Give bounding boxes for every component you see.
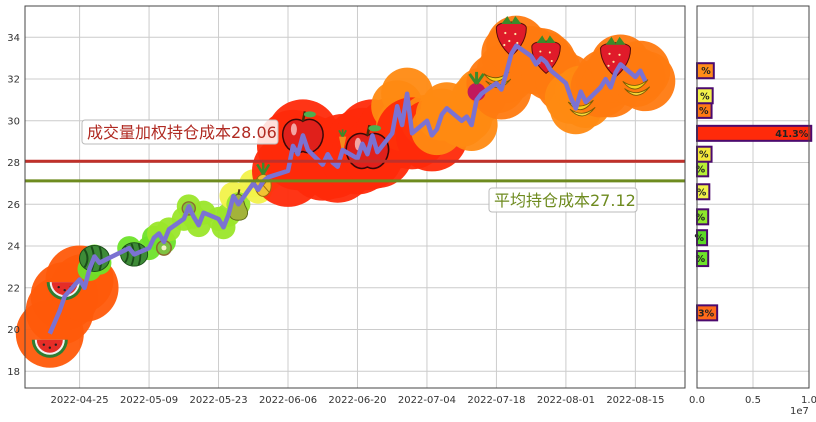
side-x-tick-label: 1.0 [801, 395, 816, 406]
side-plot-frame [696, 5, 810, 389]
reference-lines [25, 159, 685, 183]
volume-bar-label: % [697, 187, 707, 198]
weighted-cost-label: 成交量加权持仓成本28.06 [81, 119, 279, 145]
y-tick-label: 20 [7, 325, 20, 336]
y-tick-label: 30 [7, 116, 20, 127]
volume-distribution-bars: 3%%%%%%% 41.3%%%% [695, 62, 813, 322]
x-tick-label: 2022-05-23 [189, 395, 247, 406]
volume-bar-label: 41.3% [775, 129, 808, 140]
y-tick-label: 24 [7, 242, 20, 253]
weighted-cost-label-text: 成交量加权持仓成本28.06 [87, 123, 277, 142]
x-multiplier-label: 1e7 [790, 406, 809, 417]
volume-bar-label: % [701, 66, 711, 77]
volume-bar-label: % [696, 164, 706, 175]
y-tick-label: 34 [7, 33, 20, 44]
x-tick-label: 2022-07-04 [398, 395, 456, 406]
volume-bar-label: % [696, 254, 706, 265]
side-axes: 0.0 0.5 1.0 [689, 395, 816, 406]
x-tick-label: 2022-06-20 [328, 395, 386, 406]
volume-bar-label: 3% [698, 308, 715, 319]
y-tick-label: 18 [7, 367, 20, 378]
main-grid [25, 6, 685, 388]
x-tick-label: 2022-08-01 [537, 395, 595, 406]
main-plot-frame [24, 5, 686, 389]
price-series-line [47, 43, 648, 335]
price-line [47, 43, 648, 335]
average-cost-label: 平均持仓成本27.12 [488, 187, 638, 213]
y-tick-label: 26 [7, 200, 20, 211]
average-cost-label-text: 平均持仓成本27.12 [494, 191, 636, 210]
x-tick-label: 2022-07-18 [467, 395, 525, 406]
x-tick-label: 2022-06-06 [259, 395, 317, 406]
side-x-tick-label: 0.0 [689, 395, 705, 406]
main-axes: 18 20 22 24 26 28 30 32 34 2022-04-25 2022-05-09 20… [7, 33, 664, 406]
x-tick-label: 2022-08-15 [606, 395, 664, 406]
volume-bar-label: % [700, 91, 710, 102]
volume-bar-label: % [699, 106, 709, 117]
x-tick-label: 2022-05-09 [120, 395, 178, 406]
y-tick-label: 28 [7, 158, 20, 169]
side-x-tick-label: 0.5 [745, 395, 761, 406]
x-tick-label: 2022-04-25 [51, 395, 109, 406]
volume-bar-label: % [695, 233, 705, 244]
y-tick-label: 32 [7, 75, 20, 86]
volume-bar-label: % [696, 212, 706, 223]
y-tick-label: 22 [7, 283, 20, 294]
volume-bar-label: % [699, 150, 709, 161]
